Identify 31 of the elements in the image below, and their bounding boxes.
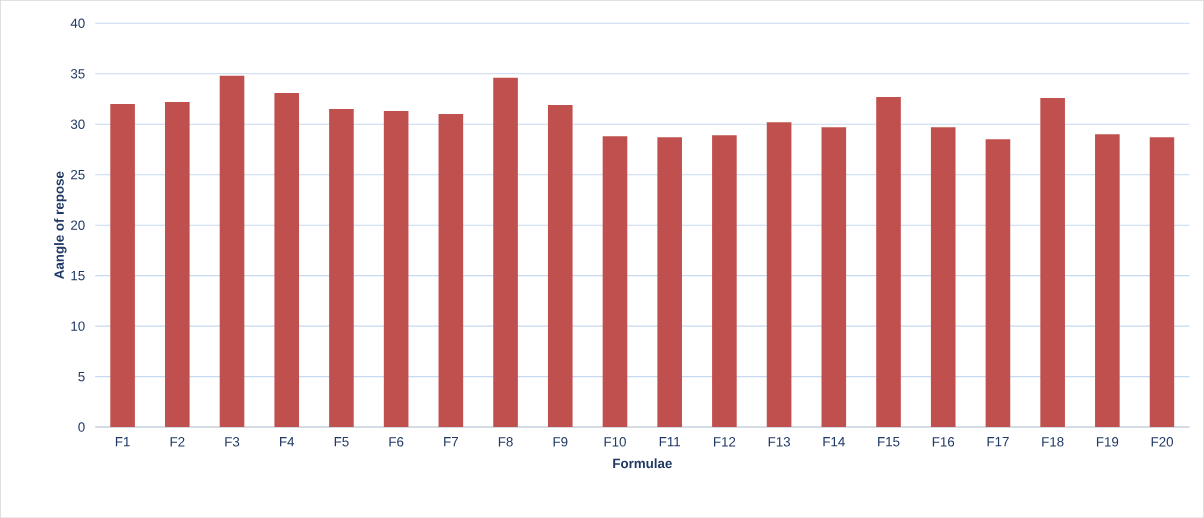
x-tick-label: F4 bbox=[280, 436, 295, 447]
x-tick-label: F17 bbox=[987, 436, 1009, 447]
y-tick-label: 30 bbox=[70, 119, 85, 129]
x-tick-label: F8 bbox=[498, 436, 513, 447]
x-tick-label: F15 bbox=[878, 436, 900, 447]
x-tick-label: F7 bbox=[444, 436, 458, 447]
x-tick-label: F18 bbox=[1042, 436, 1064, 447]
x-tick-label: F1 bbox=[115, 436, 130, 447]
x-tick-label: F16 bbox=[932, 436, 955, 447]
y-tick-label: 20 bbox=[71, 220, 85, 230]
x-tick-label: F11 bbox=[659, 436, 681, 447]
y-axis-title: Aangle of repose bbox=[54, 171, 67, 279]
x-tick-label: F3 bbox=[225, 436, 240, 447]
x-tick-label: F9 bbox=[553, 436, 568, 447]
y-tick-label: 5 bbox=[78, 371, 85, 382]
y-tick-label: 40 bbox=[70, 18, 85, 28]
x-tick-label: F13 bbox=[768, 436, 790, 447]
x-tick-label: F14 bbox=[823, 436, 845, 447]
x-tick-label: F6 bbox=[389, 436, 404, 447]
x-tick-label: F2 bbox=[170, 436, 185, 447]
x-tick-label: F20 bbox=[1151, 436, 1174, 447]
y-tick-label: 35 bbox=[70, 68, 85, 79]
x-tick-label: F10 bbox=[604, 436, 626, 447]
x-tick-label: F12 bbox=[713, 436, 736, 447]
y-tick-label: 25 bbox=[71, 169, 85, 180]
y-tick-label: 15 bbox=[71, 270, 85, 281]
y-tick-label: 0 bbox=[78, 422, 85, 432]
x-axis-title: Formulae bbox=[613, 458, 672, 469]
y-tick-label: 10 bbox=[71, 321, 85, 331]
x-tick-label: F19 bbox=[1096, 436, 1119, 447]
x-tick-label: F5 bbox=[334, 436, 349, 447]
